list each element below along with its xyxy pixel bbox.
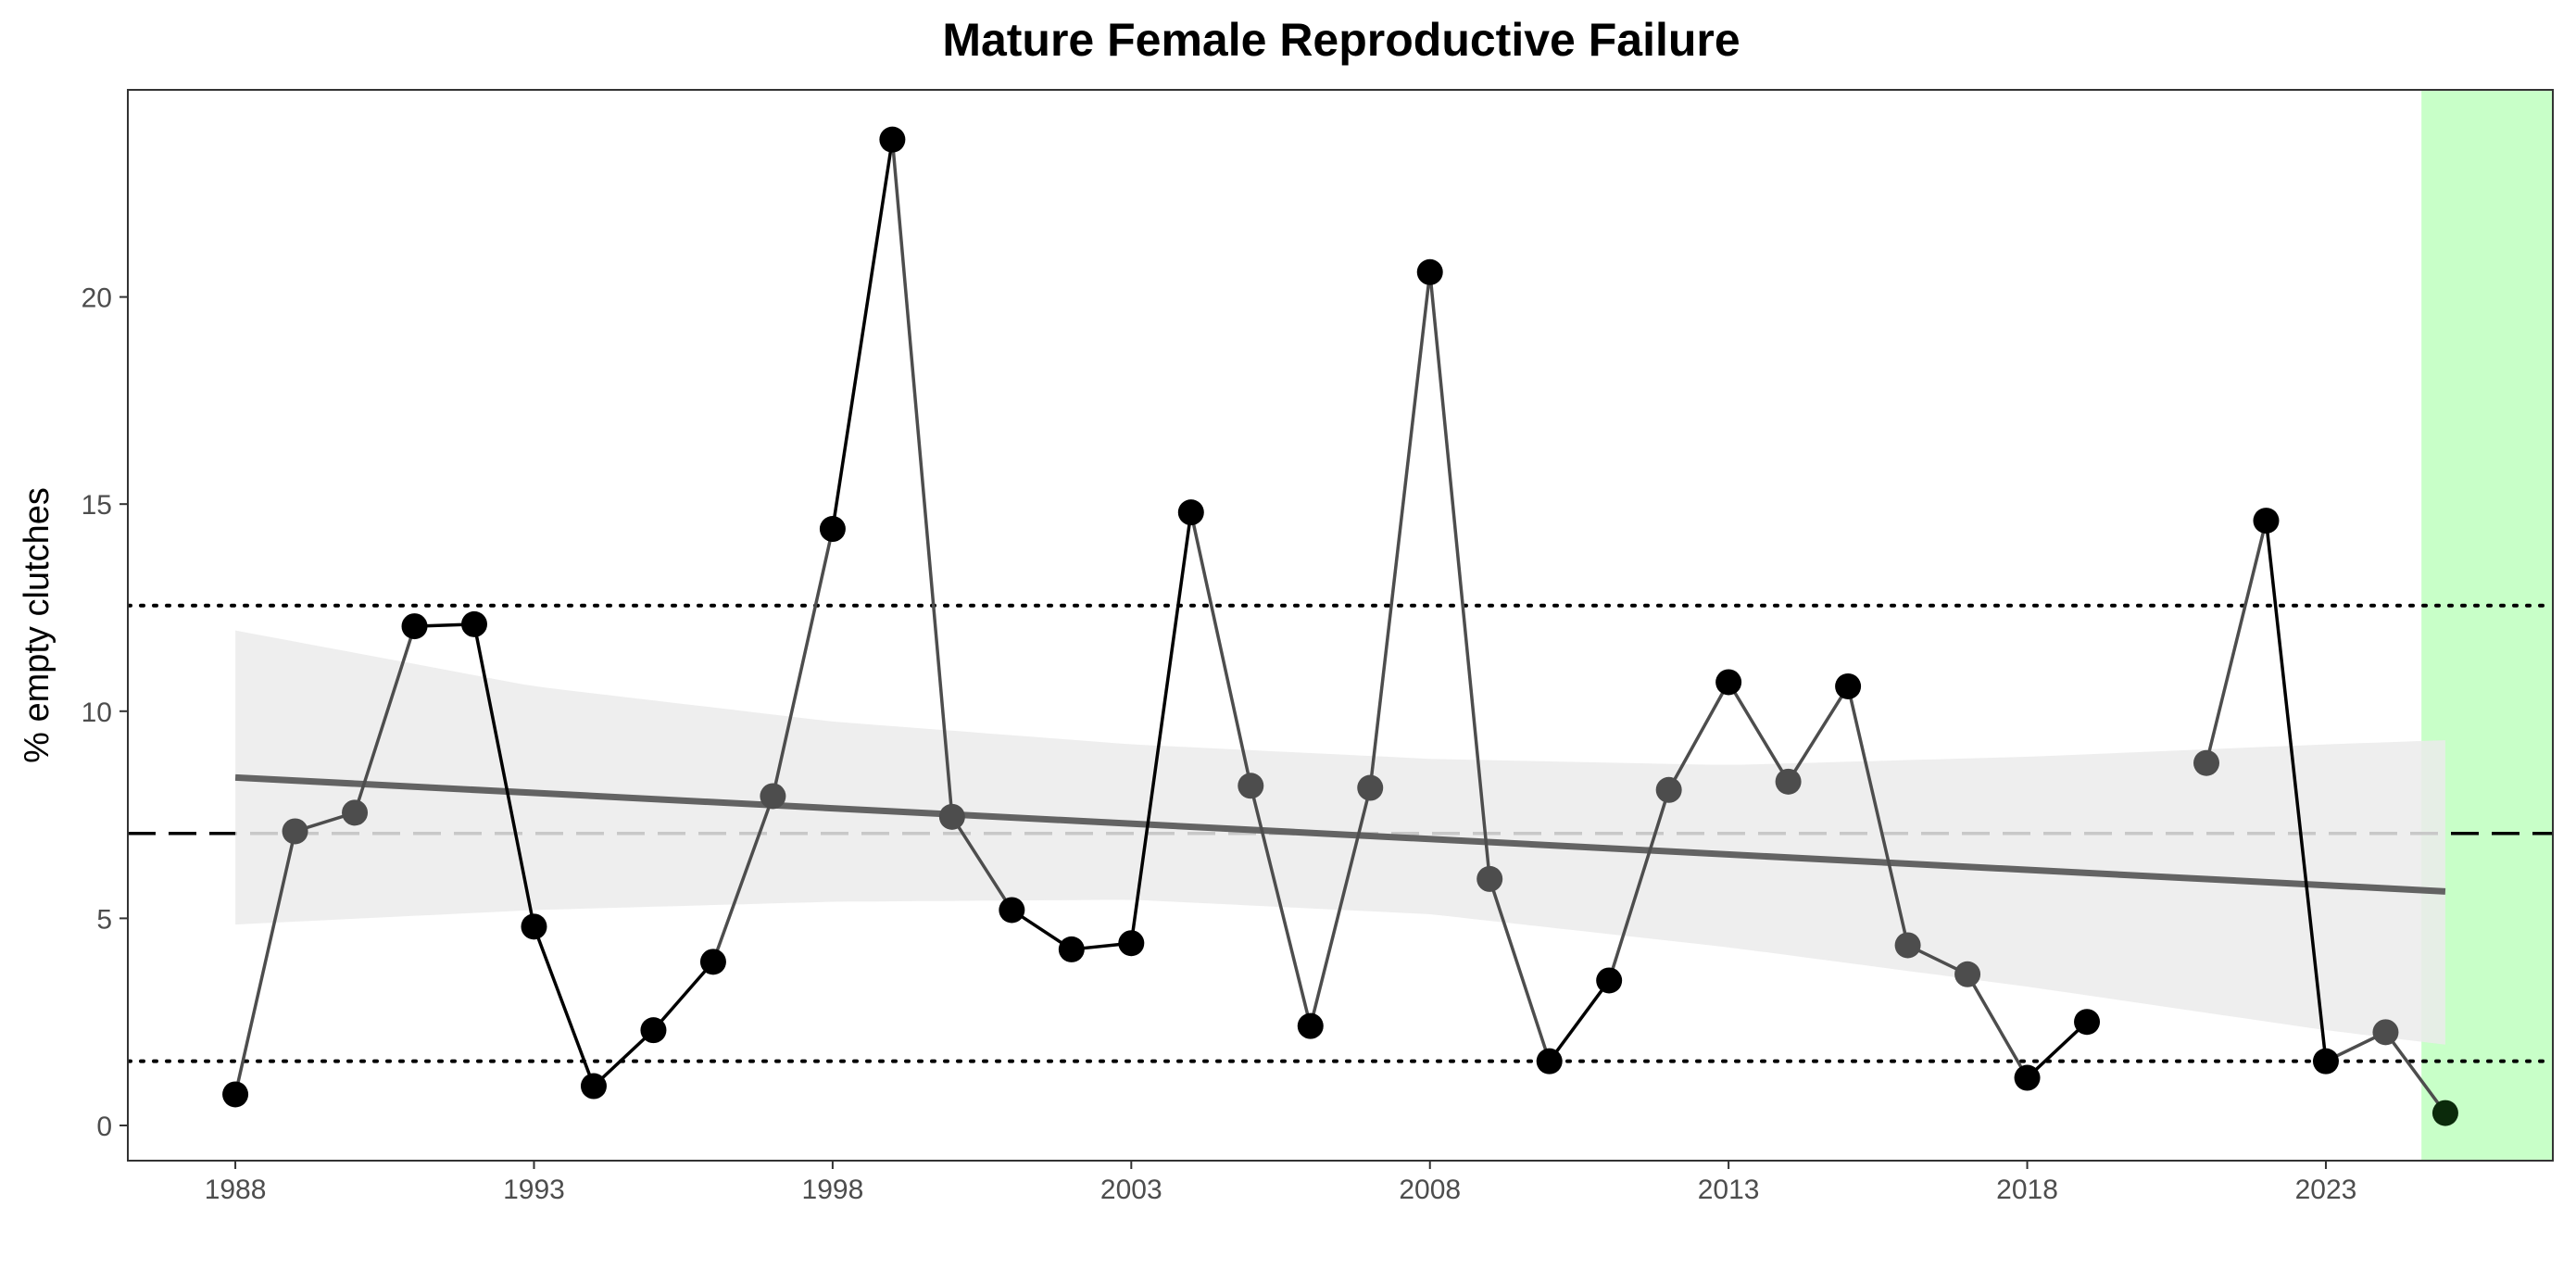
data-point <box>1177 499 1204 526</box>
data-point <box>2074 1009 2101 1036</box>
series-segment <box>472 623 536 927</box>
y-tick-label: 0 <box>96 1112 112 1142</box>
data-point <box>1894 932 1921 959</box>
data-point <box>1058 936 1085 962</box>
data-point <box>1416 258 1443 285</box>
data-point <box>999 897 1025 924</box>
series-segment <box>1249 785 1313 1027</box>
series-segment <box>2264 520 2328 1062</box>
series-segment <box>1667 681 1730 791</box>
data-point <box>282 818 308 845</box>
series-segment <box>831 139 895 530</box>
x-tick-label: 2023 <box>2295 1175 2357 1205</box>
trend-line <box>234 773 2446 895</box>
data-point <box>938 803 965 830</box>
data-point <box>1297 1012 1324 1039</box>
series-segment <box>1727 681 1791 783</box>
chart-title: Mature Female Reproductive Failure <box>942 14 1740 66</box>
plot-area <box>128 90 2553 1161</box>
data-point <box>1954 961 1981 987</box>
axes: 1988 1993 1998 2003 2008 2013 2018 2023 0 5 10 15 20 <box>82 89 2554 1205</box>
data-point <box>2431 1100 2458 1126</box>
series-segment <box>1607 789 1671 981</box>
data-point <box>2014 1064 2041 1091</box>
x-tick-label: 1993 <box>503 1175 565 1205</box>
data-point <box>2312 1048 2339 1075</box>
series-segment <box>1129 511 1193 944</box>
data-point <box>1357 774 1384 801</box>
data-point <box>401 613 428 640</box>
data-point <box>521 913 547 940</box>
series-segment <box>1368 271 1432 788</box>
y-tick-label: 5 <box>96 904 112 935</box>
x-tick-label: 2013 <box>1698 1175 1760 1205</box>
y-axis-label: % empty clutches <box>18 487 57 763</box>
x-tick-label: 2018 <box>1996 1175 2058 1205</box>
data-point <box>342 799 369 826</box>
series-segment <box>2205 520 2268 764</box>
x-tick-label: 2003 <box>1100 1175 1162 1205</box>
data-point <box>1536 1048 1563 1075</box>
data-point <box>699 949 726 975</box>
data-point <box>1476 865 1503 892</box>
series-segment <box>652 961 715 1032</box>
series-segment <box>1488 878 1552 1062</box>
series-segment <box>233 831 297 1095</box>
series-segment <box>1787 685 1850 783</box>
data-point <box>1835 672 1862 699</box>
plot-border <box>127 89 2554 1162</box>
y-tick-label: 10 <box>82 698 112 728</box>
series-segment <box>592 1028 655 1087</box>
data-point <box>1655 776 1682 803</box>
data-point <box>1715 669 1742 696</box>
data-point <box>1775 768 1802 795</box>
series-segment <box>711 795 775 962</box>
series-segment <box>1966 973 2029 1079</box>
series-segment <box>2026 1020 2089 1079</box>
data-point <box>2193 749 2219 776</box>
series-segment <box>890 139 954 817</box>
data-point <box>1118 930 1145 957</box>
series-segment <box>1189 511 1252 786</box>
data-point <box>879 126 906 153</box>
data-point <box>580 1073 607 1100</box>
series-segment <box>1309 787 1372 1027</box>
series-segment <box>1846 685 1910 946</box>
y-tick-label: 15 <box>82 490 112 521</box>
data-point <box>461 610 487 637</box>
data-point <box>760 783 786 810</box>
series-segment <box>1427 271 1491 880</box>
x-tick-label: 1998 <box>802 1175 864 1205</box>
series-segment <box>950 815 1013 911</box>
data-point <box>2372 1019 2399 1046</box>
series-segment <box>1548 979 1611 1062</box>
x-tick-label: 2008 <box>1399 1175 1461 1205</box>
data-point <box>640 1017 667 1044</box>
series-segment <box>771 528 835 797</box>
x-tick-label: 1988 <box>205 1175 267 1205</box>
data-point <box>1238 773 1264 799</box>
series-segment <box>353 625 417 813</box>
series-segment <box>532 925 596 1087</box>
data-point <box>2253 508 2280 534</box>
series-segment <box>2384 1031 2447 1114</box>
data-point <box>222 1081 249 1108</box>
data-point <box>819 516 846 543</box>
y-tick-label: 20 <box>82 283 112 314</box>
data-point <box>1596 967 1623 994</box>
